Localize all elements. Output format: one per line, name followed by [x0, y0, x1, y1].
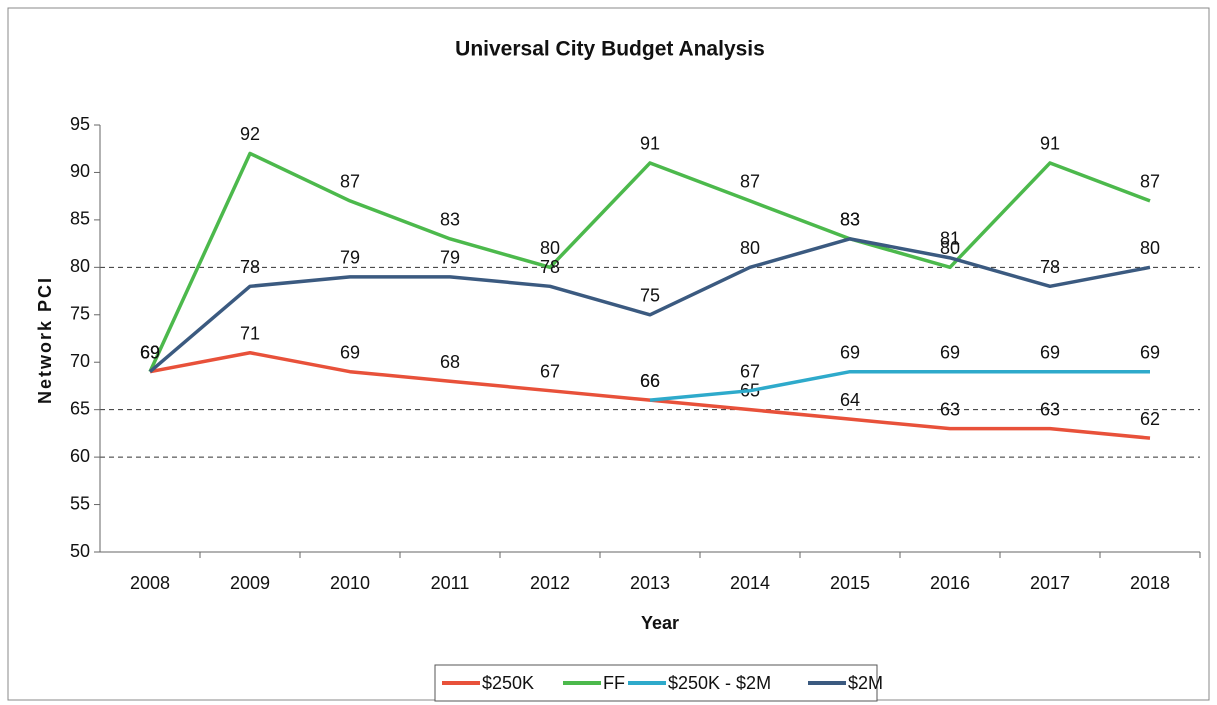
- data-label: 69: [840, 342, 860, 362]
- data-label: 91: [1040, 134, 1060, 154]
- y-tick-label: 55: [70, 493, 90, 513]
- data-label: 80: [540, 238, 560, 258]
- x-tick-label: 2011: [431, 573, 470, 593]
- data-label: 80: [740, 238, 760, 258]
- chart-border: [7, 7, 1210, 701]
- data-label: 63: [940, 399, 960, 419]
- x-tick-label: 2017: [1030, 573, 1070, 593]
- data-label: 67: [740, 361, 760, 381]
- data-label: 69: [340, 342, 360, 362]
- x-tick-label: 2010: [330, 573, 370, 593]
- data-label: 80: [1140, 238, 1160, 258]
- legend-label: $2M: [848, 673, 883, 693]
- x-tick-label: 2014: [730, 573, 770, 593]
- legend-label: FF: [603, 673, 625, 693]
- y-axis-title: Network PCI: [35, 276, 55, 404]
- y-tick-label: 70: [70, 351, 90, 371]
- y-tick-label: 50: [70, 541, 90, 561]
- series-line: [649, 369, 1150, 402]
- data-label: 69: [940, 342, 960, 362]
- data-label: 69: [140, 342, 160, 362]
- data-label: 64: [840, 390, 860, 410]
- x-tick-label: 2013: [630, 573, 670, 593]
- x-axis-title: Year: [641, 613, 679, 633]
- data-label: 78: [1040, 257, 1060, 277]
- data-label: 69: [1140, 342, 1160, 362]
- data-label: 83: [840, 210, 860, 230]
- x-tick-label: 2016: [930, 573, 970, 593]
- data-label: 67: [540, 361, 560, 381]
- series-line: [149, 350, 1151, 440]
- y-tick-label: 90: [70, 161, 90, 181]
- y-tick-label: 65: [70, 398, 90, 418]
- y-tick-label: 95: [70, 114, 90, 134]
- data-label: 78: [540, 257, 560, 277]
- data-label: 79: [440, 248, 460, 268]
- data-label: 75: [640, 286, 660, 306]
- chart-title: Universal City Budget Analysis: [455, 38, 765, 61]
- series-line: [148, 151, 1151, 373]
- y-tick-label: 60: [70, 446, 90, 466]
- data-label: 68: [440, 352, 460, 372]
- data-label: 66: [640, 371, 660, 391]
- data-label: 83: [440, 210, 460, 230]
- data-label: 87: [340, 172, 360, 192]
- data-label: 87: [740, 172, 760, 192]
- y-tick-label: 85: [70, 209, 90, 229]
- y-tick-label: 75: [70, 304, 90, 324]
- legend-label: $250K - $2M: [668, 673, 771, 693]
- data-label: 92: [240, 124, 260, 144]
- x-tick-label: 2008: [130, 573, 170, 593]
- data-label: 78: [240, 257, 260, 277]
- series-line: [148, 237, 1151, 374]
- y-tick-label: 80: [70, 256, 90, 276]
- legend-label: $250K: [482, 673, 534, 693]
- x-tick-label: 2009: [230, 573, 270, 593]
- x-tick-label: 2015: [830, 573, 870, 593]
- data-label: 63: [1040, 399, 1060, 419]
- data-label: 80: [940, 238, 960, 258]
- x-tick-label: 2012: [530, 573, 570, 593]
- data-label: 71: [240, 323, 260, 343]
- data-label: 91: [640, 134, 660, 154]
- data-label: 83: [840, 210, 860, 230]
- data-label: 62: [1140, 409, 1160, 429]
- data-label: 87: [1140, 172, 1160, 192]
- data-label: 69: [140, 342, 160, 362]
- data-label: 81: [940, 229, 960, 249]
- data-label: 69: [1040, 342, 1060, 362]
- data-label: 66: [640, 371, 660, 391]
- data-label: 79: [340, 248, 360, 268]
- x-tick-label: 2018: [1130, 573, 1170, 593]
